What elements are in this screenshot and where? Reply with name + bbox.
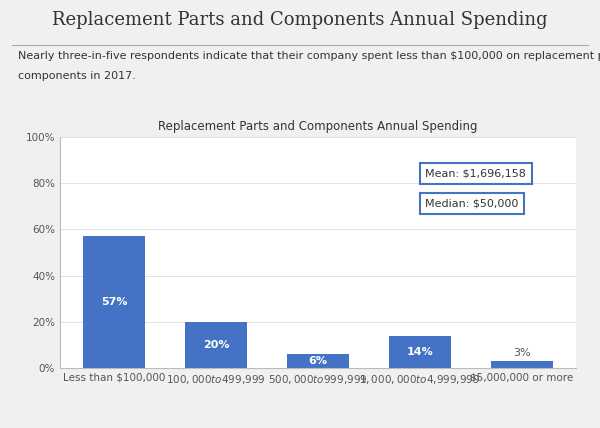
Bar xyxy=(491,361,553,368)
Bar xyxy=(83,236,145,368)
Text: Nearly three-in-five respondents indicate that their company spent less than $10: Nearly three-in-five respondents indicat… xyxy=(18,51,600,61)
Text: 3%: 3% xyxy=(513,348,531,358)
Text: 6%: 6% xyxy=(308,356,328,366)
Text: 57%: 57% xyxy=(101,297,127,307)
Bar xyxy=(185,322,247,368)
Text: 14%: 14% xyxy=(407,347,433,357)
Bar xyxy=(389,336,451,368)
Bar xyxy=(287,354,349,368)
Text: 20%: 20% xyxy=(203,340,229,350)
Text: Mean: $1,696,158: Mean: $1,696,158 xyxy=(425,168,526,178)
Title: Replacement Parts and Components Annual Spending: Replacement Parts and Components Annual … xyxy=(158,120,478,133)
Text: Replacement Parts and Components Annual Spending: Replacement Parts and Components Annual … xyxy=(52,11,548,29)
Text: Median: $50,000: Median: $50,000 xyxy=(425,198,518,208)
Text: components in 2017.: components in 2017. xyxy=(18,71,136,80)
